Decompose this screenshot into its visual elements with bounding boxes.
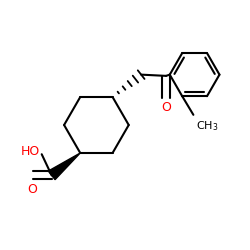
Text: HO: HO [21,145,40,158]
Text: O: O [27,182,37,196]
Text: CH$_3$: CH$_3$ [196,119,218,133]
Polygon shape [48,153,80,180]
Text: O: O [161,101,171,114]
